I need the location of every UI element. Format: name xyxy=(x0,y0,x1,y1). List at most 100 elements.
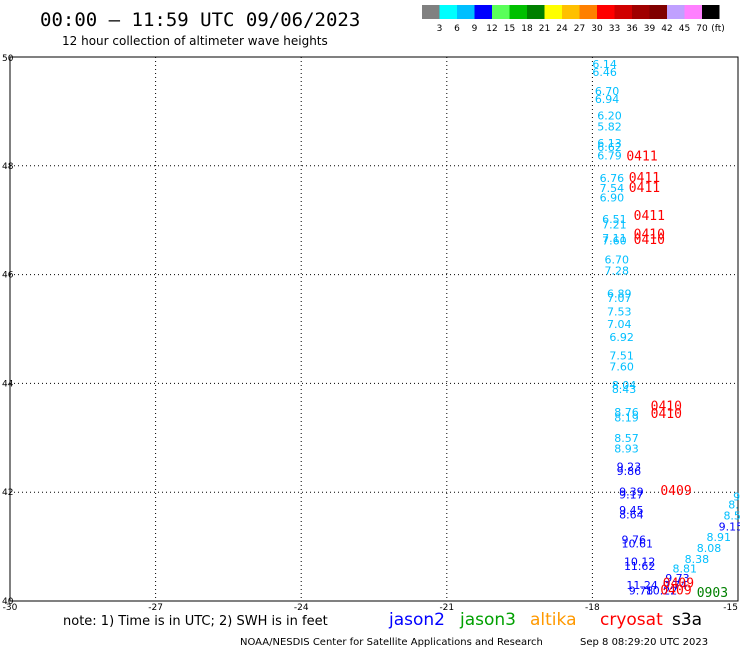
wave-height-label: 6.89 xyxy=(607,287,632,300)
wave-height-label: 8.64 xyxy=(619,508,644,521)
track-time-label: 0903 xyxy=(697,586,728,601)
wave-height-label: 8.53 xyxy=(723,509,740,522)
wave-height-label: 8.38 xyxy=(685,553,710,566)
wave-height-label: 8.93 xyxy=(614,442,639,455)
wave-height-label: 7.51 xyxy=(609,349,634,362)
track-time-label: 0410 xyxy=(651,400,682,415)
wave-height-label: 8.81 xyxy=(672,563,697,576)
wave-height-label: 8.08 xyxy=(697,542,722,555)
wave-height-label: 6.79 xyxy=(597,149,622,162)
wave-height-label: 6.90 xyxy=(600,192,625,205)
wave-height-label: 8.43 xyxy=(612,383,637,396)
wave-height-label: 7.53 xyxy=(607,305,632,318)
x-tick-label: -18 xyxy=(585,603,600,613)
colorbar-swatch xyxy=(439,5,457,19)
colorbar-label: 12 xyxy=(486,24,497,34)
data-labels: 6.146.466.706.946.205.826.136.626.796.76… xyxy=(592,58,740,601)
wave-height-label: 10.12 xyxy=(624,556,656,569)
wave-height-label: 9.76 xyxy=(622,533,647,546)
colorbar-swatch xyxy=(649,5,667,19)
satellite-altika: altika xyxy=(530,610,577,630)
wave-height-label: 10.61 xyxy=(622,538,654,551)
wave-height-label: 6.70 xyxy=(605,254,630,267)
wave-height-label: 9.87 xyxy=(733,490,740,503)
colorbar-swatch xyxy=(457,5,475,19)
timestamp-text: Sep 8 08:29:20 UTC 2023 xyxy=(580,637,708,648)
colorbar-swatch xyxy=(614,5,632,19)
wave-height-label: 5.82 xyxy=(597,120,622,133)
wave-height-label: 6.92 xyxy=(609,331,634,344)
colorbar-label: 39 xyxy=(644,24,656,34)
track-time-label: 0409 xyxy=(663,576,694,591)
colorbar-label: 70 xyxy=(696,24,708,34)
colorbar-swatch xyxy=(527,5,545,19)
track-time-label: 0411 xyxy=(626,149,657,164)
plot-frame xyxy=(9,56,739,602)
wave-height-label: 6.94 xyxy=(595,93,620,106)
wave-height-label: 11.24 xyxy=(626,579,658,592)
wave-height-label: 9.39 xyxy=(619,485,644,498)
wave-height-label: 7.11 xyxy=(602,232,627,245)
plot-grid xyxy=(10,57,738,601)
y-tick-label: 50 xyxy=(2,54,14,64)
wave-height-label: 6.76 xyxy=(600,172,625,185)
credit-text: NOAA/NESDIS Center for Satellite Applica… xyxy=(240,637,543,648)
colorbar-label: 33 xyxy=(609,24,620,34)
colorbar-swatch xyxy=(684,5,702,19)
axis-ticks: -30 -27 -24 -21 -18 -15 50 48 46 44 42 40 xyxy=(2,54,738,613)
satellite-cryosat: cryosat xyxy=(600,610,663,630)
track-time-label: 0411 xyxy=(634,209,665,224)
y-tick-label: 48 xyxy=(2,162,14,172)
wave-height-label: 9.78 xyxy=(629,584,654,597)
wave-height-label: 6.62 xyxy=(597,141,622,154)
wave-height-label: 7.54 xyxy=(600,182,625,195)
wave-height-label: 8.04 xyxy=(612,379,637,392)
colorbar-swatch xyxy=(632,5,650,19)
wave-height-label: 6.13 xyxy=(597,137,622,150)
wave-height-label: 7.28 xyxy=(605,265,630,278)
chart-title: 00:00 – 11:59 UTC 09/06/2023 xyxy=(40,9,360,31)
satellite-legend: jason2 jason3 altika cryosat s3a xyxy=(388,610,702,630)
colorbar-swatch xyxy=(544,5,562,19)
x-tick-label: -15 xyxy=(723,603,738,613)
colorbar-label: 30 xyxy=(591,24,603,34)
colorbar-swatch xyxy=(702,5,720,19)
colorbar-label: 3 xyxy=(437,24,443,34)
wave-height-label: 8.12 xyxy=(728,499,740,512)
colorbar-swatch xyxy=(562,5,580,19)
x-tick-label: -30 xyxy=(3,603,18,613)
satellite-s3a: s3a xyxy=(672,610,702,630)
y-tick-label: 42 xyxy=(2,488,13,498)
wave-height-label: 10.22 xyxy=(646,584,678,597)
colorbar-label: 21 xyxy=(539,24,550,34)
chart-subtitle: 12 hour collection of altimeter wave hei… xyxy=(62,34,328,48)
colorbar-swatch xyxy=(422,5,440,19)
wave-height-label: 9.73 xyxy=(665,572,690,585)
track-time-label: 0410 xyxy=(651,407,682,422)
track-time-label: 0410 xyxy=(634,233,665,248)
wave-height-label: 7.07 xyxy=(607,292,632,305)
wave-height-label: 11.62 xyxy=(624,560,656,573)
wave-height-label: 9.74 xyxy=(663,579,688,592)
wave-height-label: 6.51 xyxy=(602,213,627,226)
wave-height-label: 9.15 xyxy=(719,520,740,533)
wave-height-label: 9.23 xyxy=(617,460,642,473)
track-time-label: 0409 xyxy=(660,484,691,499)
y-tick-label: 40 xyxy=(2,597,14,607)
colorbar-unit: (ft) xyxy=(711,24,725,34)
wave-height-label: 6.46 xyxy=(592,66,617,79)
y-tick-label: 44 xyxy=(2,379,14,389)
colorbar-swatch xyxy=(474,5,492,19)
wave-height-label: 6.70 xyxy=(595,85,620,98)
colorbar-swatch xyxy=(492,5,510,19)
wave-height-label: 8.91 xyxy=(706,531,731,544)
colorbar-swatch xyxy=(667,5,685,19)
colorbar-label: 36 xyxy=(626,24,638,34)
wave-height-label: 7.04 xyxy=(607,318,632,331)
x-tick-label: -21 xyxy=(439,603,454,613)
satellite-jason2: jason2 xyxy=(388,610,445,630)
colorbar-swatch xyxy=(509,5,527,19)
colorbar-label: 6 xyxy=(454,24,460,34)
colorbar-label: 24 xyxy=(556,24,568,34)
wave-height-label: 6.20 xyxy=(597,110,622,123)
